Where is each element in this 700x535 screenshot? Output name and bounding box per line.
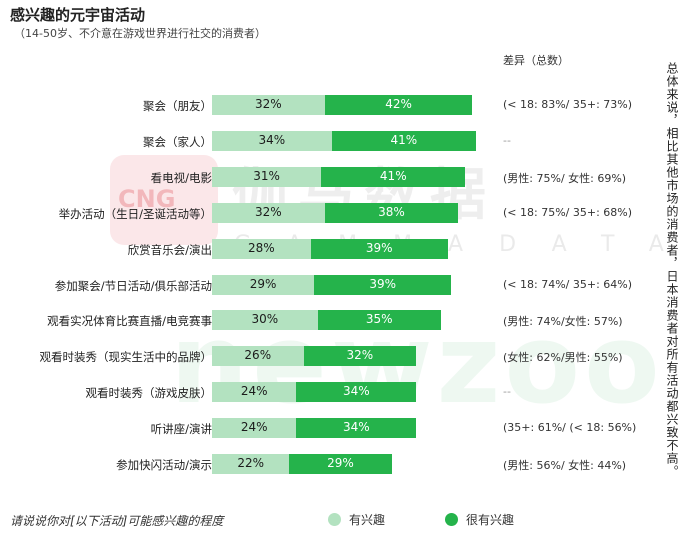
bar-value-label: 41%	[390, 132, 418, 147]
category-label: 欣赏音乐会/演出	[127, 242, 212, 257]
bar-interested: 24%	[212, 418, 297, 439]
category-label: 参加聚会/节日活动/俱乐部活动	[54, 278, 212, 293]
bar-very-interested: 34%	[296, 382, 417, 403]
category-label: 聚会（朋友）	[143, 99, 212, 113]
bar-value-label: 34%	[342, 420, 370, 435]
watermark-logo-text: CNG	[118, 185, 176, 213]
legend-item-interested: 有兴趣	[328, 511, 385, 528]
difference-label: --	[503, 133, 511, 147]
bar-value-label: 29%	[327, 456, 354, 470]
bar-very-interested: 39%	[314, 274, 452, 295]
bar-very-interested: 35%	[317, 310, 441, 331]
difference-header: 差异（总数）	[503, 54, 569, 67]
bar-interested: 29%	[212, 274, 315, 295]
bar-value-label: 41%	[379, 168, 407, 183]
bar-very-interested: 42%	[324, 95, 473, 115]
bar-value-label: 34%	[258, 132, 286, 147]
legend-item-very-interested: 很有兴趣	[445, 511, 514, 528]
bar-value-label: 42%	[385, 97, 412, 111]
survey-question: 请说说你对[以下活动]可能感兴趣的程度	[10, 514, 224, 528]
category-label: 聚会（家人）	[143, 134, 212, 149]
bar-value-label: 28%	[247, 240, 275, 255]
side-note: 总体来说，相比其他市场的消费者，日本消费者对所有活动都兴致不高。	[665, 62, 679, 478]
legend-label-interested: 有兴趣	[349, 513, 386, 527]
bar-value-label: 31%	[253, 168, 280, 183]
category-label: 听讲座/演讲	[150, 422, 212, 437]
bar-very-interested: 41%	[331, 130, 476, 151]
bar-value-label: 39%	[365, 240, 393, 255]
bar-value-label: 30%	[251, 312, 279, 327]
difference-label: --	[503, 385, 511, 399]
bar-interested: 32%	[212, 95, 325, 115]
bar-value-label: 26%	[244, 348, 272, 363]
bar-very-interested: 39%	[310, 238, 448, 259]
category-label: 看电视/电影	[150, 170, 212, 185]
category-label: 举办活动（生日/圣诞活动等）	[58, 206, 212, 221]
bar-interested: 26%	[212, 346, 304, 367]
bar-value-label: 24%	[240, 420, 268, 435]
bar-interested: 30%	[212, 310, 318, 331]
bar-interested: 22%	[212, 454, 290, 474]
legend-swatch-interested	[328, 513, 341, 526]
difference-label: (女性: 62%/男性: 55%)	[503, 351, 623, 365]
category-label: 观看时装秀（现实生活中的品牌）	[39, 350, 213, 365]
bar-value-label: 34%	[342, 384, 370, 399]
difference-label: (< 18: 75%/ 35+: 68%)	[503, 205, 633, 219]
bar-interested: 31%	[212, 166, 322, 187]
bar-interested: 24%	[212, 382, 297, 403]
difference-label: (< 18: 74%/ 35+: 64%)	[503, 277, 633, 291]
legend-label-very-interested: 很有兴趣	[466, 513, 515, 527]
bar-value-label: 32%	[254, 97, 282, 111]
bar-very-interested: 29%	[289, 454, 392, 474]
difference-label: (男性: 56%/ 女性: 44%)	[503, 459, 627, 472]
bar-interested: 34%	[212, 130, 332, 151]
watermark-logo: CNG	[110, 155, 218, 245]
bar-value-label: 39%	[369, 276, 397, 291]
bar-value-label: 22%	[237, 456, 265, 470]
difference-label: (男性: 75%/ 女性: 69%)	[503, 171, 627, 185]
difference-label: (男性: 74%/女性: 57%)	[503, 315, 623, 329]
bar-value-label: 24%	[240, 384, 268, 399]
legend-swatch-very-interested	[445, 513, 458, 526]
bar-value-label: 32%	[346, 348, 374, 363]
difference-label: (< 18: 83%/ 35+: 73%)	[503, 98, 633, 111]
bar-interested: 32%	[212, 202, 325, 223]
chart-title: 感兴趣的元宇宙活动	[10, 6, 146, 24]
bar-value-label: 32%	[254, 204, 282, 219]
category-label: 观看实况体育比赛直播/电竞赛事	[47, 314, 212, 329]
bar-value-label: 35%	[365, 312, 393, 327]
chart-subtitle: （14-50岁、不介意在游戏世界进行社交的消费者）	[14, 27, 266, 40]
bar-interested: 28%	[212, 238, 311, 259]
bar-very-interested: 38%	[324, 202, 459, 223]
bar-value-label: 38%	[378, 204, 405, 219]
bar-value-label: 29%	[249, 276, 277, 291]
category-label: 参加快闪活动/演示	[116, 458, 212, 472]
bar-very-interested: 34%	[296, 418, 417, 439]
difference-label: (35+: 61%/ (< 18: 56%)	[503, 421, 637, 435]
bar-very-interested: 41%	[321, 166, 466, 187]
bar-very-interested: 32%	[303, 346, 417, 367]
category-label: 观看时装秀（游戏皮肤）	[85, 386, 213, 401]
